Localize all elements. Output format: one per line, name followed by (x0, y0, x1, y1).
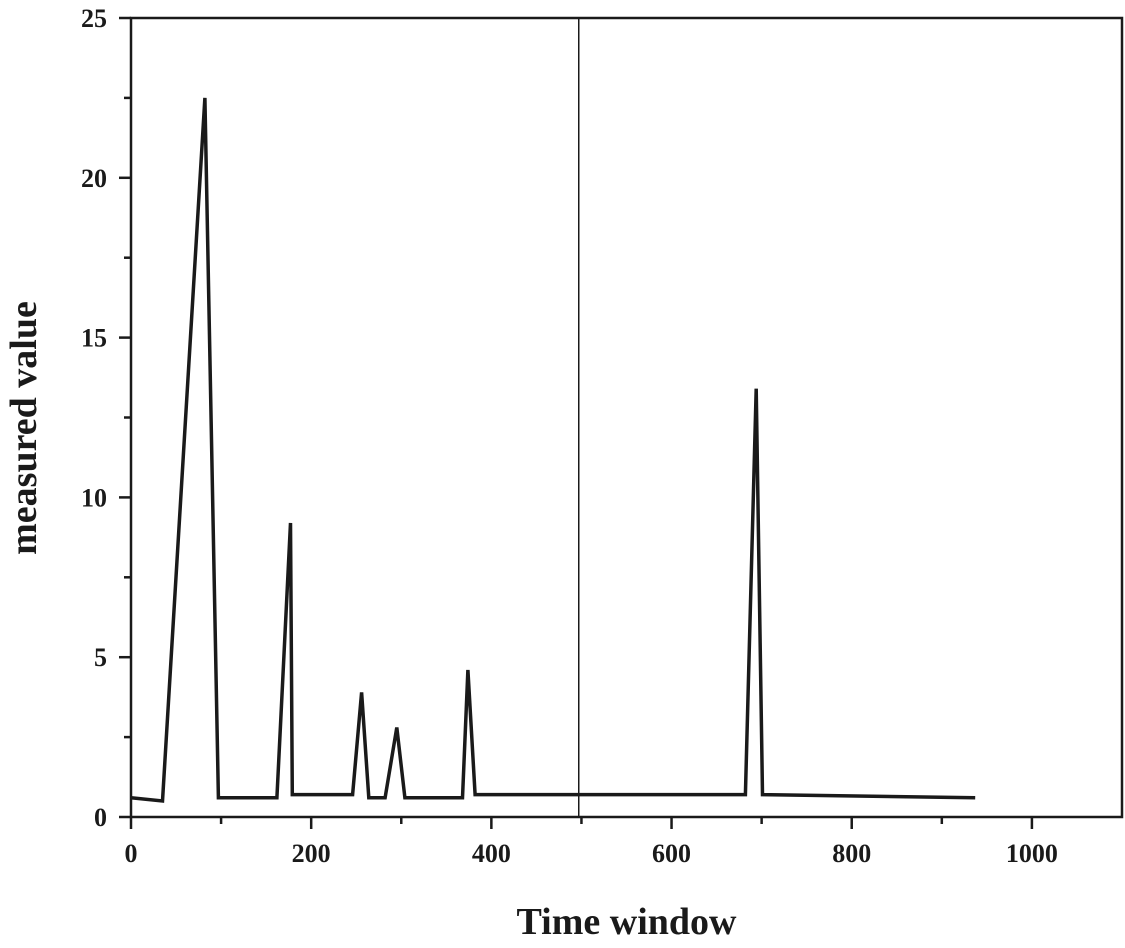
y-tick-label: 15 (81, 324, 107, 353)
series-line (130, 97, 976, 803)
x-tick-label: 600 (652, 839, 691, 868)
x-tick-label: 0 (125, 839, 138, 868)
series-group (130, 97, 976, 803)
minor-ticks (124, 96, 944, 824)
y-axis-title: measured value (3, 301, 45, 555)
plot-frame (129, 16, 1124, 819)
y-tick-label: 5 (94, 643, 107, 672)
x-tick-label: 200 (292, 839, 331, 868)
x-tick-label: 1000 (1006, 839, 1058, 868)
major-ticks (119, 16, 1034, 829)
x-tick-label: 400 (472, 839, 511, 868)
y-tick-label: 25 (81, 4, 107, 33)
y-tick-label: 0 (94, 803, 107, 832)
x-axis-title: Time window (517, 901, 738, 943)
y-tick-label: 10 (81, 483, 107, 512)
y-tick-label: 20 (81, 164, 107, 193)
x-tick-label: 800 (832, 839, 871, 868)
tick-labels: 0 200 400 600 800 1000 0 5 10 15 20 25 (81, 4, 1058, 868)
